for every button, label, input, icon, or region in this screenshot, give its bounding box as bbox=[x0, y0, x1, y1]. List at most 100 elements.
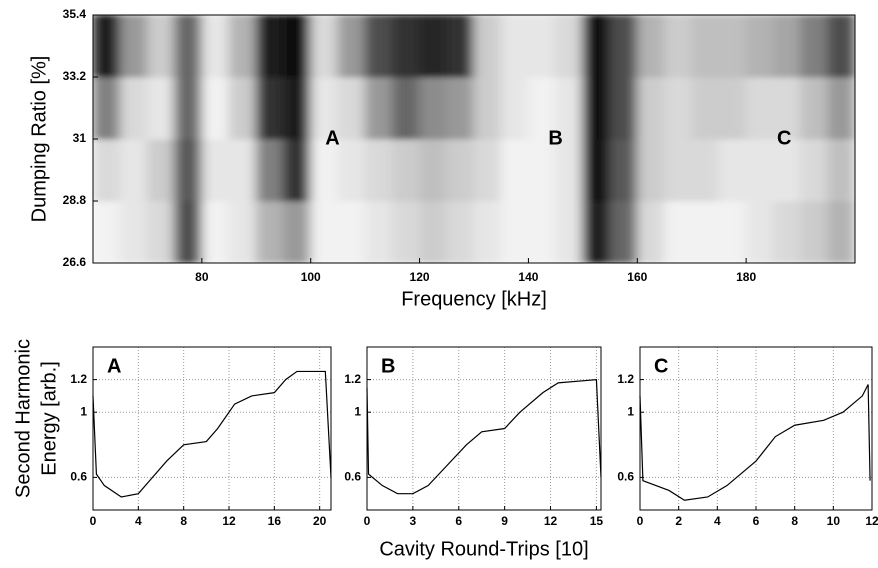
heatmap-cell bbox=[500, 76, 529, 140]
heatmap-cell bbox=[419, 138, 448, 202]
heatmap-cell bbox=[146, 200, 176, 263]
heatmap-cell bbox=[391, 15, 421, 78]
x-tick-label: 8 bbox=[791, 514, 798, 528]
heatmap-cell bbox=[718, 200, 747, 263]
panel-label: C bbox=[654, 355, 668, 377]
heatmap-cell bbox=[745, 15, 774, 78]
heatmap-cell bbox=[364, 138, 393, 202]
heatmap-cell bbox=[609, 15, 638, 78]
heatmap-cell bbox=[201, 200, 230, 263]
y-tick-label: 0.6 bbox=[344, 470, 361, 484]
heatmap-cell bbox=[93, 76, 121, 140]
y-tick-label: 1.2 bbox=[617, 372, 634, 386]
heatmap-cell bbox=[364, 76, 393, 140]
heatmap-cell bbox=[283, 15, 312, 78]
heatmap-cell bbox=[609, 76, 638, 140]
x-tick-label: 0 bbox=[90, 514, 97, 528]
y-tick-label: 33.2 bbox=[63, 69, 87, 83]
x-tick-label: 8 bbox=[180, 514, 187, 528]
x-tick-label: 180 bbox=[736, 270, 756, 284]
y-tick-label: 31 bbox=[73, 131, 87, 145]
heatmap-cell bbox=[527, 15, 557, 78]
heatmap-cell bbox=[691, 15, 720, 78]
heatmap-cell bbox=[119, 200, 148, 263]
y-tick-label: 28.8 bbox=[63, 193, 87, 207]
line-series bbox=[366, 378, 602, 495]
heatmap-cell bbox=[146, 15, 176, 78]
y-tick-label: 1 bbox=[354, 404, 361, 418]
y-tick-label: 1.2 bbox=[70, 372, 87, 386]
heatmap-cell bbox=[718, 138, 747, 202]
heatmap-cell bbox=[228, 200, 257, 263]
heatmap-cell bbox=[555, 138, 584, 202]
heatmap-cell bbox=[636, 200, 665, 263]
heatmap-cell bbox=[527, 200, 557, 263]
y-tick-label: 26.6 bbox=[63, 255, 87, 269]
heatmap-cell bbox=[745, 138, 774, 202]
x-tick-label: 9 bbox=[501, 514, 508, 528]
x-tick-label: 4 bbox=[135, 514, 142, 528]
x-tick-label: 6 bbox=[455, 514, 462, 528]
heatmap-cell bbox=[391, 138, 421, 202]
heatmap-cell bbox=[310, 76, 339, 140]
heatmap-cell bbox=[446, 15, 475, 78]
panel-label: B bbox=[381, 355, 395, 377]
heatmap-cell bbox=[664, 200, 693, 263]
heatmap-cell bbox=[582, 138, 611, 202]
heatmap-cell bbox=[582, 76, 611, 140]
heatmap-cell bbox=[527, 76, 557, 140]
heatmap-cell bbox=[555, 15, 584, 78]
heatmap-cell bbox=[255, 200, 284, 263]
heatmap-cell bbox=[310, 200, 339, 263]
plot-frame bbox=[366, 346, 602, 511]
heatmap-cell bbox=[772, 138, 802, 202]
heatmap-cell bbox=[337, 200, 366, 263]
heatmap-cell bbox=[718, 76, 747, 140]
x-tick-label: 6 bbox=[753, 514, 760, 528]
heatmap-cell bbox=[636, 76, 665, 140]
x-tick-label: 20 bbox=[313, 514, 327, 528]
heatmap-cell bbox=[174, 15, 203, 78]
heatmap-cell bbox=[174, 200, 203, 263]
heatmap-cell bbox=[827, 15, 855, 78]
heatmap-cell bbox=[391, 76, 421, 140]
heatmap-cell bbox=[500, 200, 529, 263]
heatmap-cell bbox=[609, 200, 638, 263]
heatmap-cell bbox=[201, 15, 230, 78]
heatmap-cell bbox=[446, 200, 475, 263]
x-tick-label: 0 bbox=[364, 514, 371, 528]
heatmap-cell bbox=[201, 76, 230, 140]
x-tick-label: 4 bbox=[714, 514, 721, 528]
heatmap-cell bbox=[228, 76, 257, 140]
heatmap-cell bbox=[146, 76, 176, 140]
heatmap-cell bbox=[255, 15, 284, 78]
heatmap-cell bbox=[283, 200, 312, 263]
y-axis-label: Dumping Ratio [%] bbox=[28, 56, 50, 223]
heatmap-cell bbox=[718, 15, 747, 78]
y-tick-label: 1 bbox=[80, 404, 87, 418]
heatmap-cell bbox=[146, 138, 176, 202]
y-tick-label: 0.6 bbox=[70, 470, 87, 484]
plot-frame bbox=[92, 346, 332, 511]
heatmap-cell bbox=[283, 138, 312, 202]
x-tick-label: 120 bbox=[410, 270, 430, 284]
heatmap-cell bbox=[310, 138, 339, 202]
heatmap-cell bbox=[446, 138, 475, 202]
heatmap-cell bbox=[473, 15, 502, 78]
heatmap-cell bbox=[255, 138, 284, 202]
x-tick-label: 0 bbox=[637, 514, 644, 528]
heatmap-cell bbox=[473, 138, 502, 202]
heatmap-cell bbox=[228, 138, 257, 202]
y-tick-label: 1.2 bbox=[344, 372, 361, 386]
line-series bbox=[639, 384, 871, 501]
x-axis-label: Cavity Round-Trips [10] bbox=[379, 538, 588, 560]
heatmap-cell bbox=[827, 76, 855, 140]
annotation: C bbox=[777, 127, 791, 149]
heatmap-cell bbox=[119, 76, 148, 140]
heatmap-cell bbox=[772, 76, 802, 140]
heatmap-cell bbox=[255, 76, 284, 140]
heatmap-cell bbox=[800, 76, 829, 140]
heatmap-cell bbox=[691, 200, 720, 263]
y-tick-label: 35.4 bbox=[63, 7, 87, 21]
line-series bbox=[92, 370, 332, 498]
